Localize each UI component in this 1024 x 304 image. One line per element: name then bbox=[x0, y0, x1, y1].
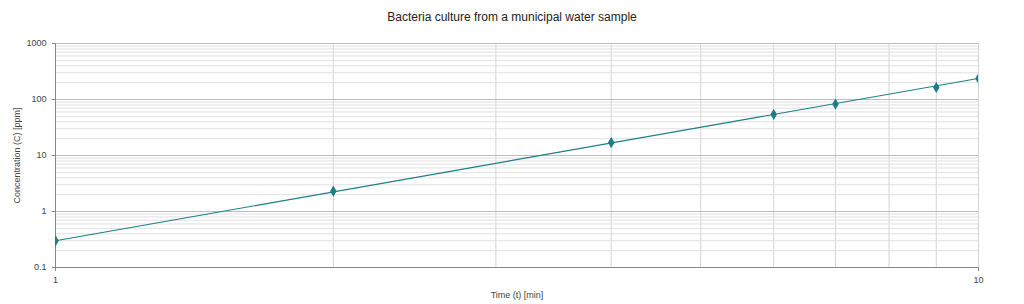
svg-text:Concentration (C) [ppm]: Concentration (C) [ppm] bbox=[12, 107, 22, 203]
svg-text:100: 100 bbox=[31, 94, 46, 104]
svg-text:1: 1 bbox=[53, 275, 58, 285]
svg-text:1: 1 bbox=[41, 206, 46, 216]
svg-text:0.1: 0.1 bbox=[34, 262, 47, 272]
html-text:Bacteria culture from a munici: Bacteria culture from a municipal water … bbox=[387, 10, 637, 24]
svg-text:Time (t) [min]: Time (t) [min] bbox=[491, 290, 544, 300]
svg-text:10: 10 bbox=[36, 150, 46, 160]
svg-text:10: 10 bbox=[973, 275, 983, 285]
svg-text:1000: 1000 bbox=[26, 38, 46, 48]
